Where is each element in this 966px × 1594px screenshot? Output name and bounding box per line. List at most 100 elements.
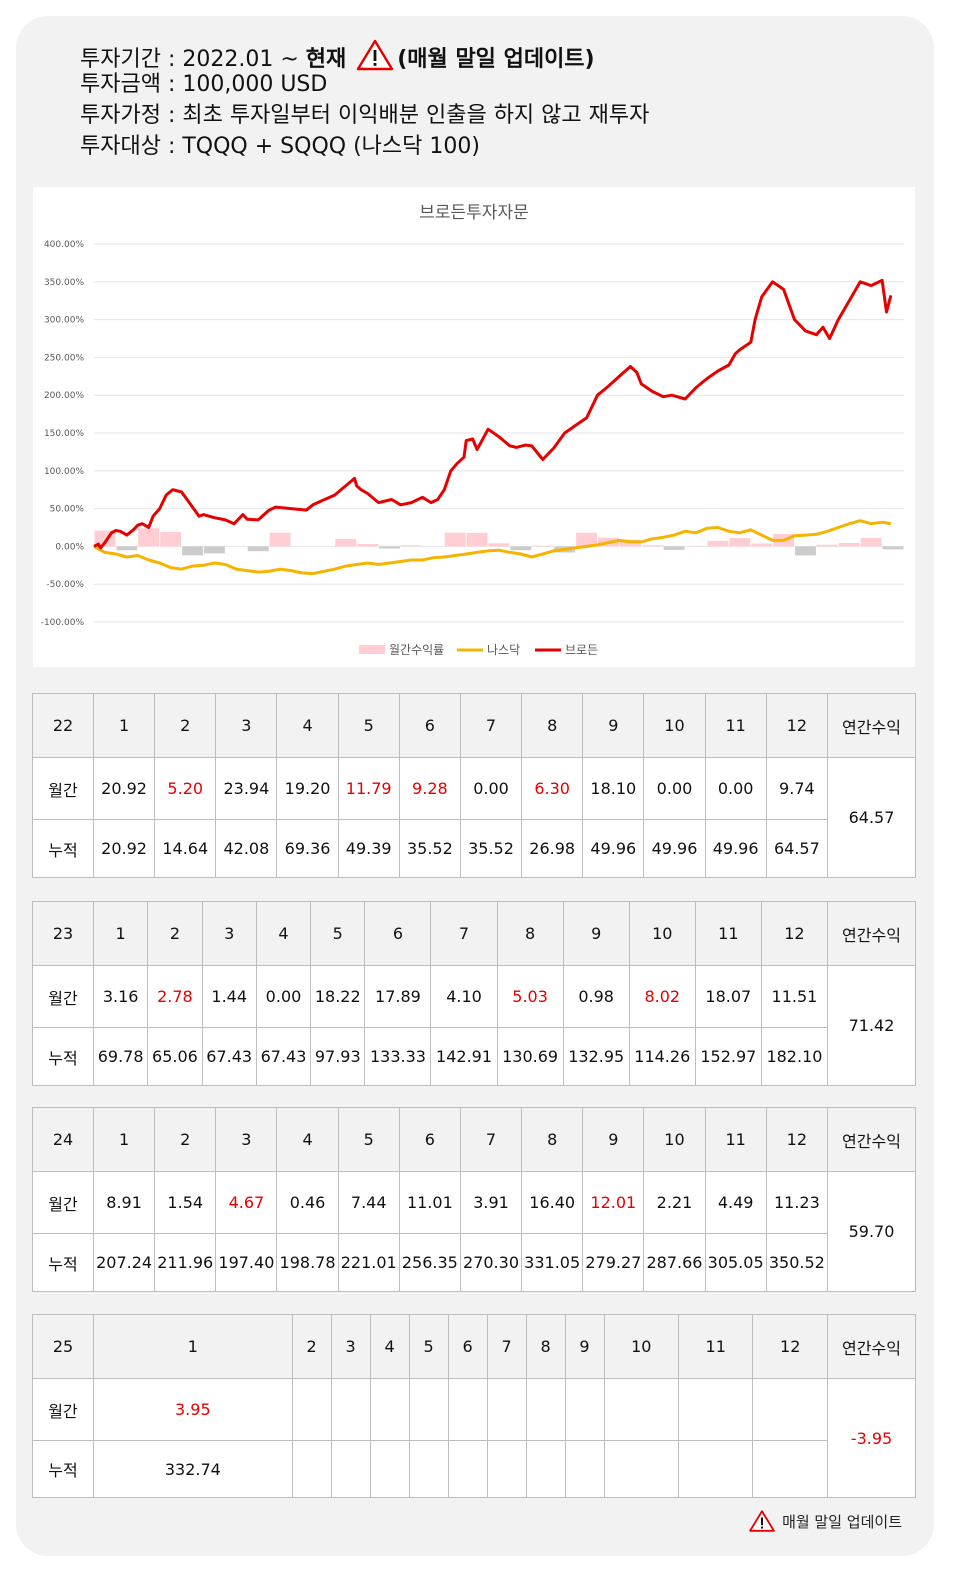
cumulative-row: 누적 20.92 14.64 42.08 69.36 49.39 35.52 35.52 26.… [32, 819, 916, 878]
month-header: 4 [255, 901, 312, 966]
investment-info: 투자기간 : 2022.01 ~ 현재 (매월 말일 업데이트) 투자금액 : … [80, 38, 649, 162]
cumulative-value-cell: 49.96 [704, 819, 767, 878]
year-label: 24 [32, 1107, 94, 1172]
monthly-value-cell: 0.00 [459, 757, 523, 820]
monthly-value-cell: 7.44 [337, 1171, 400, 1234]
monthly-value-cell: 1.54 [154, 1171, 217, 1234]
y-tick-label: 250.00% [44, 353, 84, 363]
period-now: 현재 [305, 47, 347, 72]
annual-return-header: 연간수익 [827, 1314, 916, 1379]
cumulative-value-cell: 152.97 [694, 1027, 762, 1086]
annual-return-value: -3.95 [827, 1378, 916, 1498]
table-header-row: 25 1 2 3 4 5 6 7 8 9 10 11 12 연간수익 [32, 1314, 916, 1379]
month-header: 9 [562, 901, 630, 966]
cumulative-value-cell: 26.98 [521, 819, 584, 878]
monthly-value-cell: 8.91 [92, 1171, 156, 1234]
cumulative-value-cell: 207.24 [92, 1233, 156, 1292]
cumulative-row: 누적 207.24 211.96 197.40 198.78 221.01 256.35 27… [32, 1233, 916, 1292]
year-0-table: 22 1 2 3 4 5 6 7 8 9 10 11 12 연간수익 월간 20.92 5.20 23.94 19.… [32, 693, 916, 878]
monthly-return-bar [729, 538, 751, 547]
month-header: 12 [760, 901, 829, 966]
month-header: 7 [459, 693, 523, 758]
cumulative-value-cell: 20.92 [92, 819, 156, 878]
cumulative-value-cell: 130.69 [496, 1027, 564, 1086]
month-header: 11 [704, 693, 767, 758]
monthly-value-cell: 4.67 [215, 1171, 278, 1234]
monthly-row-label: 월간 [32, 965, 94, 1028]
month-header: 2 [147, 901, 203, 966]
cumulative-value-cell: 221.01 [337, 1233, 400, 1292]
legend-label-broden: 브로든 [565, 643, 598, 657]
y-tick-label: 300.00% [44, 316, 84, 326]
broden-series-line [93, 278, 893, 550]
cumulative-value-cell: 42.08 [215, 819, 278, 878]
month-header: 1 [92, 901, 149, 966]
month-header: 3 [201, 901, 257, 966]
monthly-value-cell [603, 1378, 679, 1441]
monthly-value-cell: 19.20 [276, 757, 339, 820]
footer-update-note: 매월 말일 업데이트 [748, 1509, 902, 1533]
info-amount: 투자금액 : 100,000 USD [80, 72, 328, 97]
annual-return-value: 71.42 [827, 965, 916, 1086]
monthly-return-bar [860, 537, 882, 547]
month-header: 2 [154, 1107, 217, 1172]
month-header: 9 [582, 1107, 645, 1172]
cumulative-value-cell: 49.96 [643, 819, 706, 878]
cumulative-value-cell: 69.78 [92, 1027, 149, 1086]
monthly-value-cell: 0.00 [255, 965, 312, 1028]
annual-return-value: 59.70 [827, 1171, 916, 1292]
month-header: 8 [525, 1314, 566, 1379]
monthly-value-cell: 6.30 [521, 757, 584, 820]
period-text: 투자기간 : 2022.01 ~ [80, 47, 306, 72]
cumulative-value-cell: 305.05 [704, 1233, 767, 1292]
month-header: 10 [643, 1107, 706, 1172]
cumulative-row: 누적 69.78 65.06 67.43 67.43 97.93 133.33 142.91 1… [32, 1027, 916, 1086]
monthly-return-bar [795, 546, 816, 556]
cumulative-value-cell [369, 1440, 410, 1498]
monthly-value-cell [408, 1378, 449, 1441]
monthly-value-cell: 12.01 [582, 1171, 645, 1234]
cumulative-value-cell: 69.36 [276, 819, 339, 878]
monthly-value-cell: 4.10 [430, 965, 498, 1028]
cumulative-value-cell [564, 1440, 605, 1498]
footer-note-text: 매월 말일 업데이트 [782, 1513, 902, 1531]
cumulative-row-label: 누적 [32, 1233, 94, 1292]
monthly-value-cell: 18.07 [694, 965, 762, 1028]
y-tick-label: 350.00% [44, 278, 84, 288]
monthly-row: 월간 3.95 -3.95 [32, 1378, 916, 1498]
cumulative-value-cell: 67.43 [255, 1027, 312, 1086]
y-tick-label: 0.00% [55, 542, 84, 552]
year-label: 23 [32, 901, 94, 966]
year-label: 25 [32, 1314, 94, 1379]
cumulative-value-cell: 182.10 [760, 1027, 829, 1086]
monthly-return-bar [160, 531, 182, 547]
monthly-return-bar [335, 539, 357, 547]
monthly-value-cell [564, 1378, 605, 1441]
monthly-row: 월간 8.91 1.54 4.67 0.46 7.44 11.01 3.91 16.40 12.0… [32, 1171, 916, 1292]
monthly-row-label: 월간 [32, 1378, 94, 1441]
monthly-row: 월간 20.92 5.20 23.94 19.20 11.79 9.28 0.00 6.30 18… [32, 757, 916, 878]
y-tick-label: 100.00% [44, 467, 84, 477]
monthly-value-cell: 18.22 [310, 965, 366, 1028]
monthly-value-cell [752, 1378, 828, 1441]
cumulative-value-cell: 132.95 [562, 1027, 630, 1086]
month-header: 5 [337, 693, 400, 758]
month-header: 10 [628, 901, 696, 966]
cumulative-value-cell: 287.66 [643, 1233, 706, 1292]
month-header: 11 [704, 1107, 767, 1172]
monthly-return-bar [116, 546, 138, 551]
period-update-note: (매월 말일 업데이트) [397, 47, 595, 72]
monthly-row: 월간 3.16 2.78 1.44 0.00 18.22 17.89 4.10 5.03 0.98… [32, 965, 916, 1086]
month-header: 8 [521, 1107, 584, 1172]
annual-return-header: 연간수익 [827, 1107, 916, 1172]
y-tick-label: 400.00% [44, 240, 84, 250]
monthly-return-bar [816, 544, 838, 547]
performance-chart: 브로든투자자문 400.00% 350.00% 300.00% 250.00% 200.… [33, 187, 915, 667]
cumulative-value-cell: 133.33 [364, 1027, 432, 1086]
monthly-value-cell: 5.20 [154, 757, 217, 820]
monthly-value-cell: 20.92 [92, 757, 156, 820]
cumulative-value-cell: 97.93 [310, 1027, 366, 1086]
monthly-value-cell: 11.23 [765, 1171, 829, 1234]
monthly-value-cell: 0.00 [643, 757, 706, 820]
monthly-return-bar [182, 546, 203, 556]
